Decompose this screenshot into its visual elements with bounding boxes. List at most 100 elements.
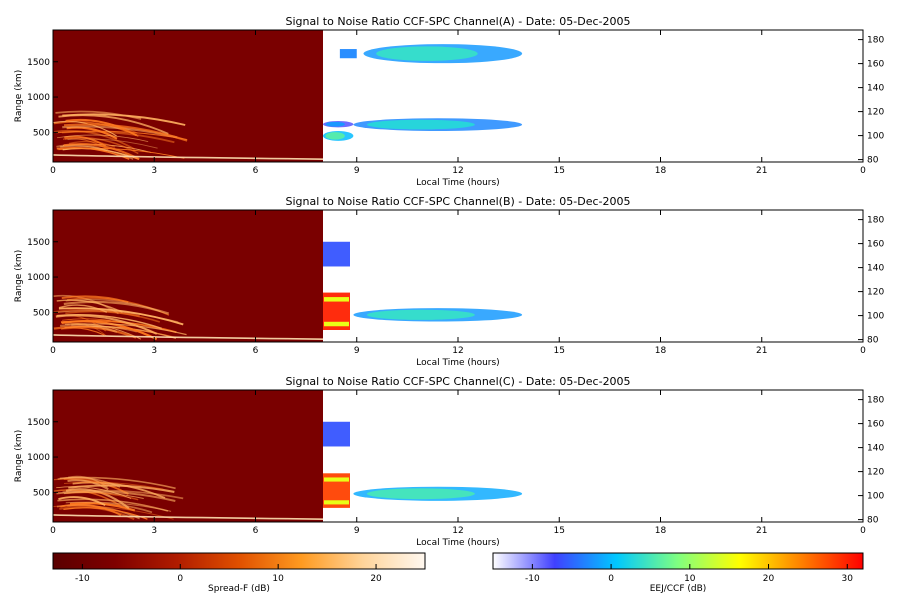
y2-tick-label: 160 — [867, 60, 884, 70]
y2-tick-label: 180 — [867, 36, 884, 46]
y-ticks: 500 1000 1500 — [27, 238, 58, 318]
eej-echoes — [323, 421, 523, 508]
y2-tick-label: 160 — [867, 240, 884, 250]
colorbar-tick-label: -10 — [525, 574, 540, 584]
colorbar-label: EEJ/CCF (dB) — [650, 584, 707, 594]
x-tick-label: 6 — [253, 526, 259, 536]
x-tick-label: 6 — [253, 346, 259, 356]
y2-tick-label: 140 — [867, 444, 884, 454]
y-tick-label: 500 — [33, 308, 50, 318]
colorbar-tick-label: 30 — [842, 574, 854, 584]
x-axis-label: Local Time (hours) — [416, 178, 499, 188]
x-axis-label: Local Time (hours) — [416, 358, 499, 368]
x-tick-label: 21 — [756, 166, 767, 176]
colorbar-tick-label: 20 — [763, 574, 775, 584]
y2-tick-label: 100 — [867, 312, 884, 322]
spread-f-echoes — [52, 294, 324, 341]
panel-channel-c: Signal to Noise Ratio CCF-SPC Channel(C)… — [14, 375, 884, 548]
y-axis-label: Range (km) — [14, 430, 24, 482]
echo-region — [339, 49, 357, 59]
x-tick-label: 18 — [655, 166, 667, 176]
eej-echoes — [323, 241, 523, 330]
y-axis-label: Range (km) — [14, 70, 24, 122]
colorbar-spread-f: Spread-F (dB) -10 0 10 20 — [52, 552, 426, 594]
plot-area: 0 3 6 9 12 15 18 21 0 500 1000 1500 80 100 120 140 160 18… — [27, 209, 884, 356]
colorbar-label: Spread-F (dB) — [208, 584, 270, 594]
x-tick-label: 0 — [50, 526, 56, 536]
panel-title: Signal to Noise Ratio CCF-SPC Channel(B)… — [286, 195, 631, 208]
y-axis-label: Range (km) — [14, 250, 24, 302]
colorbar-fill — [492, 552, 864, 570]
y-tick-label: 1500 — [27, 238, 50, 248]
x-tick-label: 12 — [452, 526, 463, 536]
colorbar-tick-label: -10 — [75, 574, 90, 584]
x-tick-label: 6 — [253, 166, 259, 176]
y-tick-label: 500 — [33, 128, 50, 138]
y2-ticks: 80 100 120 140 160 180 — [858, 216, 884, 346]
x-tick-label: 15 — [554, 166, 565, 176]
y-tick-label: 1000 — [27, 453, 50, 463]
x-tick-label: 3 — [151, 526, 157, 536]
x-tick-label: 12 — [452, 166, 463, 176]
y2-tick-label: 140 — [867, 84, 884, 94]
x-tick-label: 0 — [860, 526, 866, 536]
x-axis-label: Local Time (hours) — [416, 538, 499, 548]
y2-tick-label: 180 — [867, 396, 884, 406]
colorbar-tick-label: 10 — [684, 574, 696, 584]
plot-area: 0 3 6 9 12 15 18 21 0 500 1000 1500 80 100 120 140 160 18… — [27, 389, 884, 536]
y2-tick-label: 180 — [867, 216, 884, 226]
x-tick-label: 12 — [452, 346, 463, 356]
panel-channel-a: Signal to Noise Ratio CCF-SPC Channel(A)… — [14, 15, 884, 188]
colorbar-tick-label: 10 — [272, 574, 284, 584]
y2-tick-label: 120 — [867, 288, 884, 298]
y2-tick-label: 120 — [867, 108, 884, 118]
x-tick-label: 9 — [354, 346, 360, 356]
y2-tick-label: 120 — [867, 468, 884, 478]
plot-area: 0 3 6 9 12 15 18 21 0 500 1000 1500 80 100 120 140 160 18… — [27, 29, 884, 176]
panel-title: Signal to Noise Ratio CCF-SPC Channel(C)… — [285, 375, 630, 388]
x-tick-label: 18 — [655, 526, 667, 536]
x-tick-label: 15 — [554, 346, 565, 356]
y-ticks: 500 1000 1500 — [27, 418, 58, 498]
panel-channel-b: Signal to Noise Ratio CCF-SPC Channel(B)… — [14, 195, 884, 368]
x-tick-label: 21 — [756, 526, 767, 536]
y2-ticks: 80 100 120 140 160 180 — [858, 36, 884, 166]
y-tick-label: 1000 — [27, 273, 50, 283]
colorbar-eej-ccf: EEJ/CCF (dB) -10 0 10 20 30 — [492, 552, 864, 594]
x-tick-label: 0 — [50, 346, 56, 356]
x-tick-label: 0 — [50, 166, 56, 176]
spread-f-echoes — [52, 475, 324, 521]
y-tick-label: 1000 — [27, 93, 50, 103]
x-tick-label: 9 — [354, 166, 360, 176]
x-ticks: 0 3 6 9 12 15 18 21 0 — [50, 390, 866, 536]
y2-tick-label: 100 — [867, 132, 884, 142]
x-tick-label: 3 — [151, 346, 157, 356]
y2-tick-label: 100 — [867, 492, 884, 502]
y-tick-label: 1500 — [27, 418, 50, 428]
eej-echoes — [323, 44, 523, 141]
echo-region — [323, 241, 350, 267]
x-tick-label: 9 — [354, 526, 360, 536]
x-tick-label: 0 — [860, 346, 866, 356]
x-tick-label: 21 — [756, 346, 767, 356]
x-tick-label: 3 — [151, 166, 157, 176]
x-tick-label: 0 — [860, 166, 866, 176]
y2-tick-label: 140 — [867, 264, 884, 274]
x-tick-label: 18 — [655, 346, 667, 356]
y2-tick-label: 80 — [867, 156, 879, 166]
x-ticks: 0 3 6 9 12 15 18 21 0 — [50, 210, 866, 356]
y-tick-label: 1500 — [27, 58, 50, 68]
y2-tick-label: 80 — [867, 336, 879, 346]
y2-tick-label: 160 — [867, 420, 884, 430]
echo-region — [323, 421, 350, 447]
y2-tick-label: 80 — [867, 516, 879, 526]
colorbar-tick-label: 0 — [177, 574, 183, 584]
spread-f-echoes — [52, 110, 324, 161]
panel-title: Signal to Noise Ratio CCF-SPC Channel(A)… — [286, 15, 631, 28]
colorbar-fill — [52, 552, 426, 570]
y-ticks: 500 1000 1500 — [27, 58, 58, 138]
y-tick-label: 500 — [33, 488, 50, 498]
x-ticks: 0 3 6 9 12 15 18 21 0 — [50, 30, 866, 176]
colorbar-tick-label: 0 — [608, 574, 614, 584]
